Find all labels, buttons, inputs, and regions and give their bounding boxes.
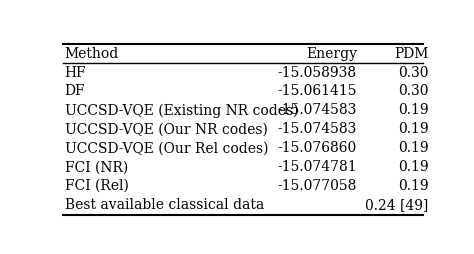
Text: FCI (Rel): FCI (Rel) [65,179,128,193]
Text: Energy: Energy [306,47,357,61]
Text: 0.19: 0.19 [398,141,428,155]
Text: UCCSD-VQE (Our Rel codes): UCCSD-VQE (Our Rel codes) [65,141,268,155]
Text: 0.19: 0.19 [398,103,428,117]
Text: -15.074583: -15.074583 [277,103,357,117]
Text: PDM: PDM [394,47,428,61]
Text: -15.076860: -15.076860 [278,141,357,155]
Text: HF: HF [65,66,86,80]
Text: Best available classical data: Best available classical data [65,198,264,212]
Text: 0.19: 0.19 [398,179,428,193]
Text: UCCSD-VQE (Existing NR codes): UCCSD-VQE (Existing NR codes) [65,103,298,118]
Text: 0.30: 0.30 [398,85,428,99]
Text: UCCSD-VQE (Our NR codes): UCCSD-VQE (Our NR codes) [65,122,268,136]
Text: 0.24 [49]: 0.24 [49] [365,198,428,212]
Text: 0.19: 0.19 [398,122,428,136]
Text: -15.058938: -15.058938 [278,66,357,80]
Text: 0.19: 0.19 [398,160,428,174]
Text: -15.061415: -15.061415 [277,85,357,99]
Text: Method: Method [65,47,119,61]
Text: -15.077058: -15.077058 [277,179,357,193]
Text: 0.30: 0.30 [398,66,428,80]
Text: -15.074781: -15.074781 [277,160,357,174]
Text: -15.074583: -15.074583 [277,122,357,136]
Text: FCI (NR): FCI (NR) [65,160,128,174]
Text: DF: DF [65,85,85,99]
